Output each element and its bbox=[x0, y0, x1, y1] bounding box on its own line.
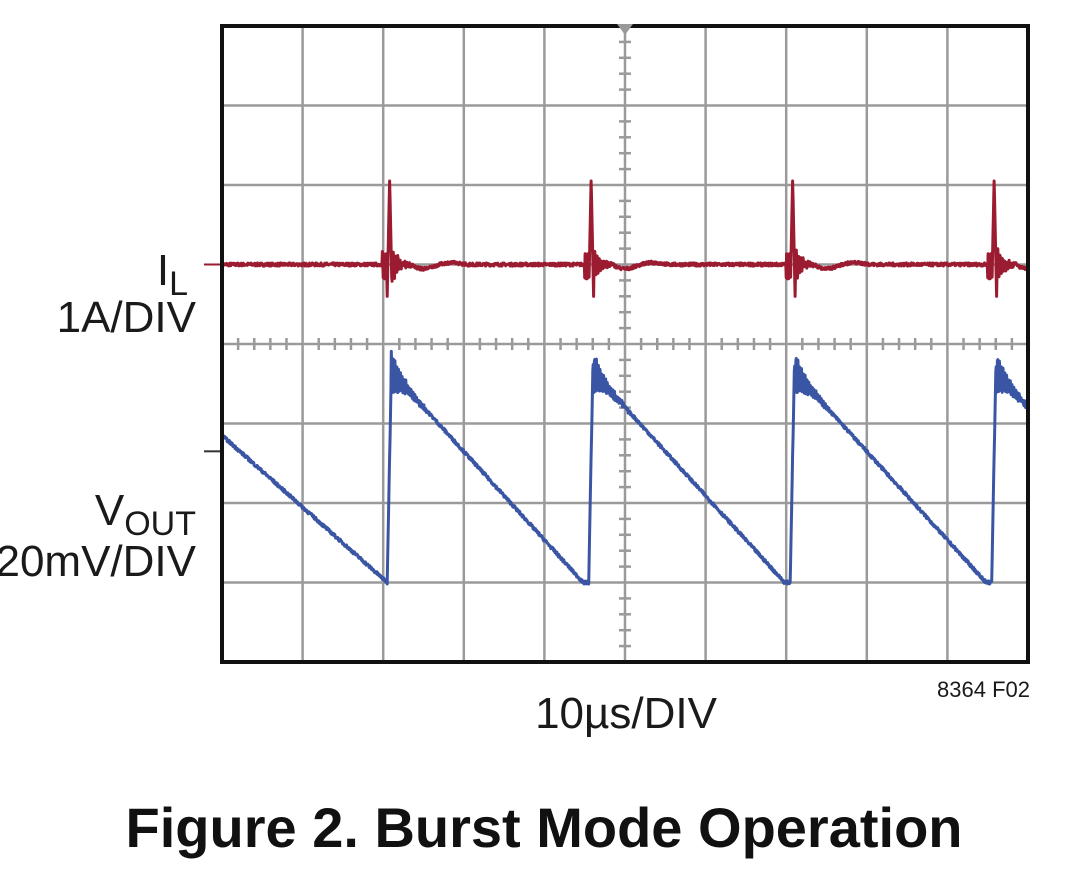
il-trace bbox=[220, 179, 1030, 298]
il-label: IL bbox=[157, 246, 188, 303]
trigger-marker bbox=[617, 24, 633, 35]
vout-trace bbox=[220, 349, 1030, 586]
vout-label: VOUT bbox=[95, 486, 196, 543]
vout-scale: 20mV/DIV bbox=[0, 537, 197, 586]
scope-traces bbox=[220, 179, 1030, 586]
figure-code: 8364 F02 bbox=[937, 677, 1030, 702]
il-scale: 1A/DIV bbox=[57, 293, 197, 342]
x-axis-scale: 10µs/DIV bbox=[535, 689, 718, 738]
channel-markers bbox=[204, 263, 220, 453]
figure-title: Figure 2. Burst Mode Operation bbox=[126, 796, 963, 859]
scope-center-ticks bbox=[236, 40, 1014, 648]
